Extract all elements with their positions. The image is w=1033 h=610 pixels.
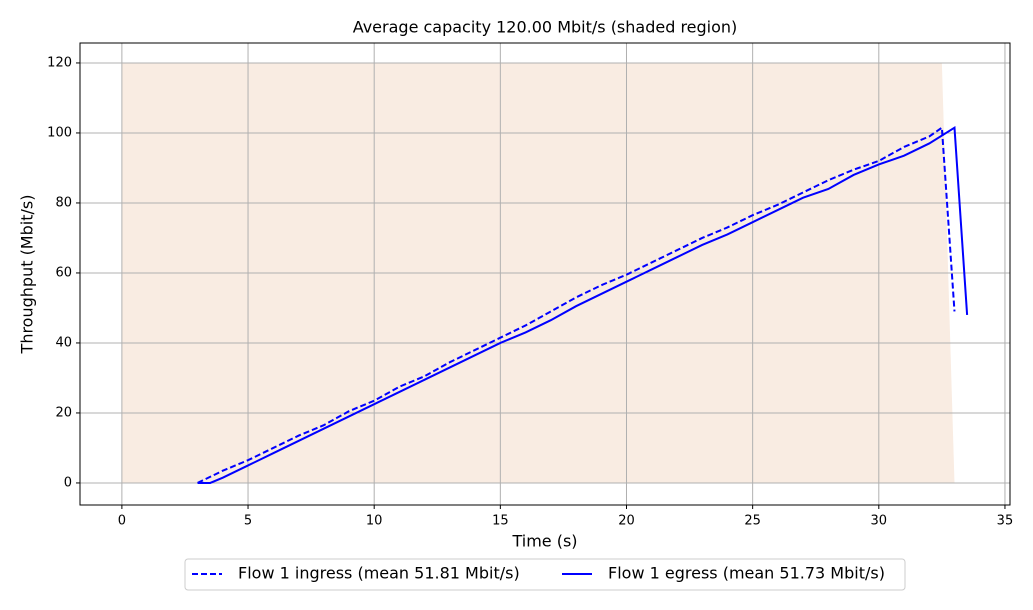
line-series <box>197 125 969 484</box>
chart-title: Average capacity 120.00 Mbit/s (shaded r… <box>353 18 738 37</box>
x-tick-label: 15 <box>492 514 509 529</box>
y-tick-label: 120 <box>47 55 72 70</box>
y-tick-label: 40 <box>55 335 72 350</box>
x-tick-label: 10 <box>366 514 383 529</box>
x-tick-label: 20 <box>618 514 635 529</box>
legend-label: Flow 1 ingress (mean 51.81 Mbit/s) <box>238 564 520 583</box>
x-tick-label: 25 <box>744 514 761 529</box>
y-tick-label: 80 <box>55 195 72 210</box>
x-tick-label: 30 <box>871 514 888 529</box>
legend: Flow 1 ingress (mean 51.81 Mbit/s) Flow 1… <box>184 558 906 591</box>
y-tick-label: 0 <box>64 475 72 490</box>
x-tick-label: 35 <box>997 514 1014 529</box>
x-tick-label: 0 <box>118 514 126 529</box>
y-tick-label: 20 <box>55 405 72 420</box>
y-tick-label: 60 <box>55 265 72 280</box>
x-axis-label: Time (s) <box>511 532 577 551</box>
plot-frame <box>79 42 1011 506</box>
legend-label: Flow 1 egress (mean 51.73 Mbit/s) <box>608 564 885 583</box>
legend-box <box>184 558 906 591</box>
line-series <box>197 125 956 484</box>
y-axis-label: Throughput (Mbit/s) <box>18 195 37 355</box>
y-tick-label: 100 <box>47 125 72 140</box>
x-tick-label: 5 <box>244 514 252 529</box>
